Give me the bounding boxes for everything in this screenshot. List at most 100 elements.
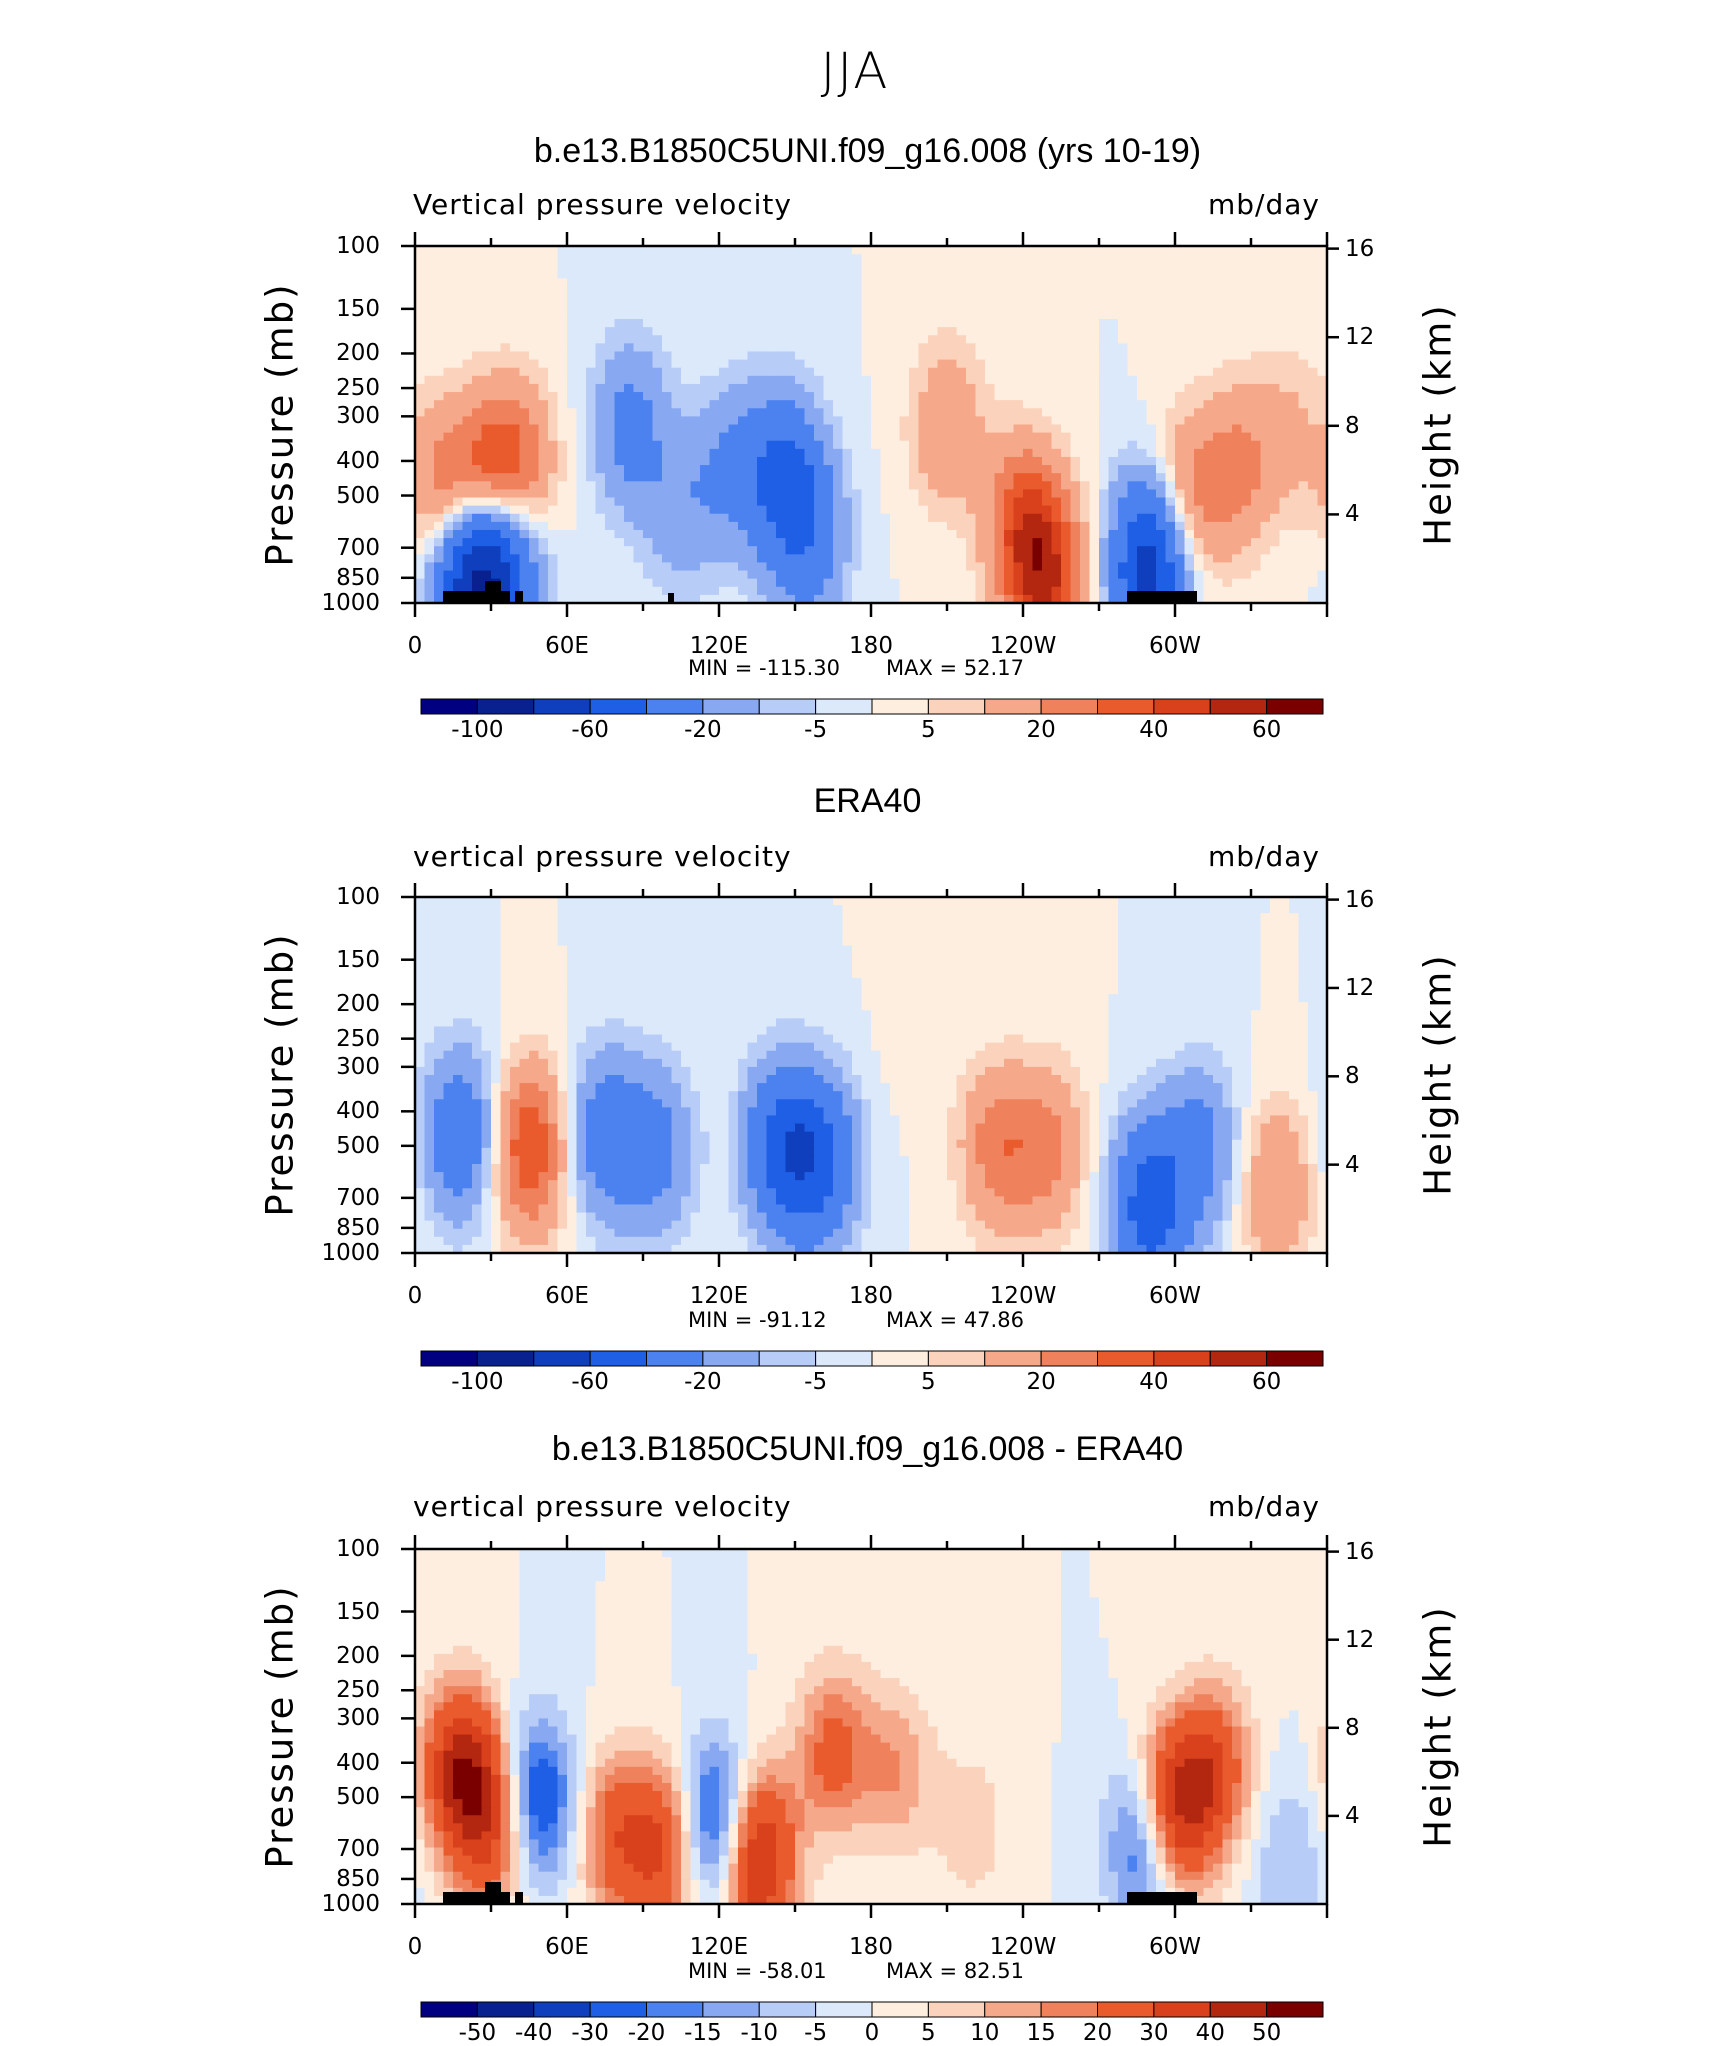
field-cell bbox=[1232, 897, 1242, 906]
field-cell bbox=[738, 465, 748, 474]
field-cell bbox=[852, 327, 862, 336]
field-cell bbox=[710, 514, 720, 523]
field-cell bbox=[1109, 400, 1119, 409]
field-cell bbox=[1289, 376, 1299, 385]
field-cell bbox=[843, 246, 853, 255]
field-cell bbox=[1280, 262, 1290, 271]
field-cell bbox=[539, 571, 549, 580]
field-cell bbox=[1128, 254, 1138, 263]
field-cell bbox=[691, 335, 701, 344]
field-cell bbox=[472, 392, 482, 401]
field-cell bbox=[463, 465, 473, 474]
field-cell bbox=[976, 473, 986, 482]
field-cell bbox=[510, 465, 520, 474]
field-cell bbox=[577, 465, 587, 474]
field-cell bbox=[1071, 465, 1081, 474]
field-cell bbox=[605, 921, 615, 930]
field-cell bbox=[1175, 562, 1185, 571]
field-cell bbox=[985, 506, 995, 515]
field-cell bbox=[814, 921, 824, 930]
field-cell bbox=[425, 530, 435, 539]
field-cell bbox=[1014, 481, 1024, 490]
field-cell bbox=[415, 262, 425, 271]
field-cell bbox=[558, 408, 568, 417]
field-cell bbox=[890, 303, 900, 312]
field-cell bbox=[1042, 327, 1052, 336]
field-cell bbox=[1232, 433, 1242, 442]
field-cell bbox=[1061, 287, 1071, 296]
field-cell bbox=[1232, 554, 1242, 563]
field-cell bbox=[548, 465, 558, 474]
field-cell bbox=[472, 946, 482, 955]
field-cell bbox=[957, 327, 967, 336]
field-cell bbox=[1185, 546, 1195, 555]
field-cell bbox=[1042, 246, 1052, 255]
field-cell bbox=[1223, 278, 1233, 287]
field-cell bbox=[786, 465, 796, 474]
field-cell bbox=[1204, 946, 1214, 955]
field-cell bbox=[928, 562, 938, 571]
field-cell bbox=[947, 514, 957, 523]
field-cell bbox=[776, 343, 786, 352]
field-cell bbox=[1128, 546, 1138, 555]
field-cell bbox=[634, 303, 644, 312]
field-cell bbox=[824, 562, 834, 571]
field-cell bbox=[1213, 946, 1223, 955]
field-cell bbox=[634, 376, 644, 385]
field-cell bbox=[615, 946, 625, 955]
field-cell bbox=[510, 554, 520, 563]
field-cell bbox=[909, 457, 919, 466]
field-cell bbox=[577, 287, 587, 296]
field-cell bbox=[1090, 465, 1100, 474]
field-cell bbox=[776, 546, 786, 555]
field-cell bbox=[843, 400, 853, 409]
field-cell bbox=[586, 457, 596, 466]
field-cell bbox=[1232, 311, 1242, 320]
field-cell bbox=[482, 562, 492, 571]
field-cell bbox=[1299, 295, 1309, 304]
field-cell bbox=[871, 343, 881, 352]
field-cell bbox=[900, 473, 910, 482]
field-cell bbox=[1128, 554, 1138, 563]
field-cell bbox=[871, 351, 881, 360]
field-cell bbox=[1052, 254, 1062, 263]
field-cell bbox=[482, 376, 492, 385]
field-cell bbox=[1308, 246, 1318, 255]
field-cell bbox=[605, 473, 615, 482]
field-cell bbox=[662, 262, 672, 271]
field-cell bbox=[643, 376, 653, 385]
field-cell bbox=[672, 954, 682, 963]
field-cell bbox=[1308, 522, 1318, 531]
field-cell bbox=[710, 270, 720, 279]
field-cell bbox=[776, 571, 786, 580]
field-cell bbox=[1261, 303, 1271, 312]
field-cell bbox=[596, 327, 606, 336]
field-cell bbox=[1118, 538, 1128, 547]
field-cell bbox=[672, 246, 682, 255]
field-cell bbox=[1251, 303, 1261, 312]
field-cell bbox=[1090, 489, 1100, 498]
field-cell bbox=[491, 554, 501, 563]
field-cell bbox=[548, 579, 558, 588]
field-cell bbox=[833, 946, 843, 955]
field-cell bbox=[814, 408, 824, 417]
field-cell bbox=[501, 319, 511, 328]
field-cell bbox=[805, 433, 815, 442]
field-cell bbox=[928, 489, 938, 498]
field-cell bbox=[928, 506, 938, 515]
field-cell bbox=[919, 449, 929, 458]
field-cell bbox=[757, 392, 767, 401]
field-cell bbox=[852, 408, 862, 417]
field-cell bbox=[681, 408, 691, 417]
field-cell bbox=[1299, 897, 1309, 906]
field-cell bbox=[586, 506, 596, 515]
field-cell bbox=[1128, 905, 1138, 914]
field-cell bbox=[966, 571, 976, 580]
field-cell bbox=[510, 278, 520, 287]
field-cell bbox=[738, 481, 748, 490]
field-cell bbox=[776, 278, 786, 287]
field-cell bbox=[1175, 327, 1185, 336]
field-cell bbox=[1137, 270, 1147, 279]
field-cell bbox=[1156, 498, 1166, 507]
field-cell bbox=[1204, 376, 1214, 385]
